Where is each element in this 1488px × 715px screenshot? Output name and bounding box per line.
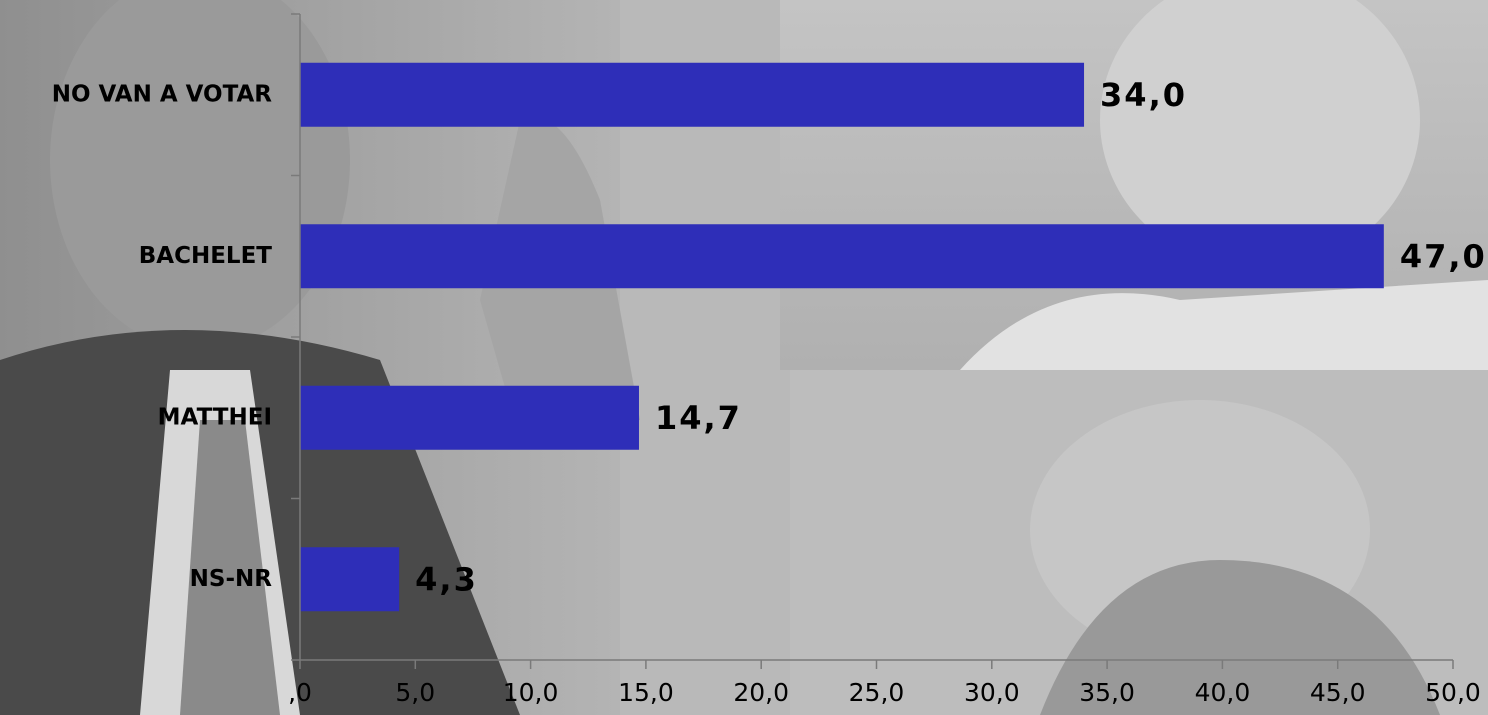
bar — [300, 547, 400, 612]
labels-layer: NO VAN A VOTAR 34,0 BACHELET 47,0 MATTHEI 14,… — [52, 76, 1487, 707]
bar — [300, 62, 1085, 127]
x-tick-label: 5,0 — [395, 678, 435, 707]
data-label: 34,0 — [1100, 76, 1187, 114]
x-tick-label: 45,0 — [1310, 678, 1366, 707]
x-tick-label: 30,0 — [964, 678, 1020, 707]
category-label: NS-NR — [190, 566, 273, 592]
category-label: NO VAN A VOTAR — [52, 81, 273, 107]
x-tick-label: 35,0 — [1079, 678, 1135, 707]
axis-layer — [291, 13, 1454, 669]
x-tick-label: 50,0 — [1425, 678, 1481, 707]
x-tick-label: 40,0 — [1195, 678, 1251, 707]
category-label: BACHELET — [139, 243, 273, 269]
x-tick-label: 20,0 — [733, 678, 789, 707]
bar — [300, 224, 1384, 289]
bars-layer — [300, 62, 1384, 612]
bar — [300, 385, 639, 450]
data-label: 47,0 — [1400, 237, 1487, 275]
x-tick-label: ,0 — [288, 678, 312, 707]
x-tick-label: 10,0 — [503, 678, 559, 707]
data-label: 14,7 — [655, 399, 742, 437]
x-tick-label: 15,0 — [618, 678, 674, 707]
category-label: MATTHEI — [158, 404, 272, 430]
x-tick-label: 25,0 — [849, 678, 905, 707]
data-label: 4,3 — [415, 560, 478, 598]
